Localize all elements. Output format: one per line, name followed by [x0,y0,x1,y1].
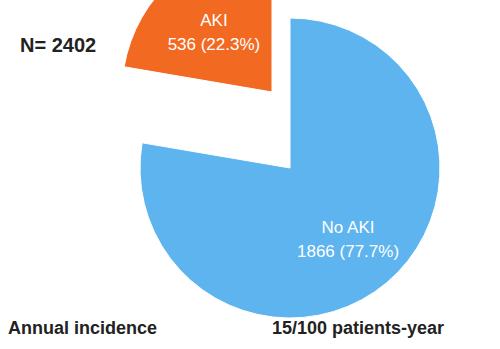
slice-label: No AKI [322,218,375,237]
title: N= 2402 [20,34,96,56]
data-label: 536 (22.3%) [168,35,261,54]
annotation: 15/100 patients-year [272,318,444,338]
chart: N= 2402 AKI 536 (22.3%) No AKI 1866 (77.7%) A… [0,0,500,349]
slice-label: AKI [200,11,227,30]
pie-slice [140,18,440,318]
pie [124,0,440,318]
data-label: 1866 (77.7%) [297,242,399,261]
pie-slice [124,0,272,92]
annotation: Annual incidence [8,318,157,338]
